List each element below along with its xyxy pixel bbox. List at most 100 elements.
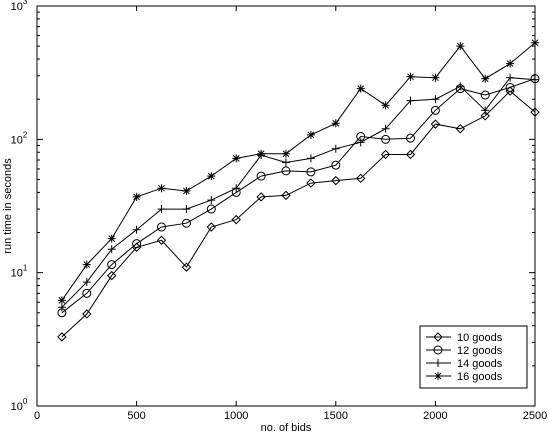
plus-marker bbox=[434, 359, 442, 367]
star-marker bbox=[406, 72, 415, 81]
plus-marker bbox=[456, 82, 465, 91]
star-marker bbox=[182, 186, 191, 195]
diamond-marker bbox=[455, 124, 466, 134]
star-marker bbox=[356, 84, 365, 93]
circle-marker bbox=[406, 133, 415, 143]
y-axis-label: run time in seconds bbox=[2, 158, 14, 254]
plus-marker bbox=[481, 106, 490, 115]
circle-marker bbox=[430, 105, 440, 115]
y-tick-base: 10 bbox=[11, 134, 23, 146]
series-markers bbox=[57, 73, 539, 312]
series-line bbox=[61, 78, 536, 314]
plus-marker bbox=[381, 124, 390, 133]
plus-marker bbox=[182, 205, 191, 214]
star-marker bbox=[456, 42, 465, 51]
star-marker-stroke bbox=[434, 372, 442, 380]
legend-label: 12 goods bbox=[457, 345, 503, 357]
diamond-marker bbox=[181, 262, 192, 272]
star-marker bbox=[257, 149, 266, 158]
series-markers bbox=[57, 86, 540, 342]
star-marker bbox=[82, 260, 91, 269]
star-marker-stroke bbox=[432, 74, 439, 82]
plus-marker bbox=[57, 303, 66, 312]
circle-marker bbox=[480, 90, 490, 100]
x-axis: 0 500 1000 1500 2000 2500 bbox=[34, 6, 547, 422]
star-marker bbox=[531, 38, 539, 47]
star-marker-stroke bbox=[407, 73, 414, 81]
series-line bbox=[61, 90, 536, 338]
star-marker-stroke bbox=[456, 42, 464, 50]
circle-marker bbox=[256, 171, 266, 181]
y-tick-base: 10 bbox=[11, 401, 23, 413]
star-marker bbox=[232, 154, 241, 163]
star-marker-stroke bbox=[332, 119, 340, 127]
diamond-marker bbox=[82, 309, 92, 319]
legend-label: 10 goods bbox=[457, 332, 503, 344]
plus-marker bbox=[506, 73, 515, 82]
diamond-marker bbox=[433, 332, 443, 342]
x-axis-label: no. of bids bbox=[261, 422, 312, 434]
star-marker-stroke bbox=[158, 184, 165, 192]
diamond-marker bbox=[57, 332, 67, 342]
star-marker-stroke bbox=[481, 75, 489, 83]
star-marker bbox=[431, 73, 440, 82]
plus-marker bbox=[132, 225, 141, 234]
y-tick-base: 10 bbox=[11, 1, 23, 13]
star-marker bbox=[506, 59, 515, 68]
star-marker bbox=[282, 149, 290, 158]
diamond-marker bbox=[331, 175, 341, 186]
plus-marker bbox=[331, 144, 340, 153]
star-marker bbox=[434, 372, 442, 380]
circle-marker bbox=[107, 260, 117, 270]
star-marker bbox=[331, 119, 340, 128]
series-layer bbox=[57, 38, 540, 342]
circle-marker bbox=[206, 204, 216, 214]
legend-label: 14 goods bbox=[457, 358, 503, 370]
x-tick-label: 2000 bbox=[423, 410, 447, 422]
plus-marker bbox=[306, 154, 315, 163]
legend-entry: 12 goods bbox=[426, 345, 503, 357]
x-tick-label: 500 bbox=[127, 410, 145, 422]
diamond-marker bbox=[306, 178, 316, 188]
circle-marker bbox=[157, 222, 166, 232]
x-tick-label: 2500 bbox=[523, 410, 547, 422]
star-marker bbox=[306, 130, 315, 139]
circle-marker bbox=[281, 166, 291, 176]
diamond-marker bbox=[430, 119, 441, 129]
star-marker-stroke bbox=[257, 150, 265, 158]
y-tick-exponent: 0 bbox=[23, 397, 28, 406]
star-marker-stroke bbox=[58, 296, 66, 304]
diamond-marker bbox=[206, 222, 217, 232]
diamond-marker bbox=[231, 214, 241, 225]
plus-marker bbox=[207, 196, 216, 205]
star-marker-stroke bbox=[108, 235, 116, 242]
circle-marker bbox=[505, 82, 515, 92]
circle-marker bbox=[181, 218, 191, 228]
diamond-marker bbox=[530, 107, 540, 117]
circle-marker bbox=[381, 134, 391, 144]
legend-entry: 16 goods bbox=[426, 371, 503, 383]
plus-marker bbox=[531, 75, 539, 84]
plus-marker bbox=[232, 184, 241, 193]
circle-marker bbox=[132, 239, 142, 249]
star-marker-stroke bbox=[207, 172, 215, 180]
diamond-marker bbox=[256, 192, 266, 202]
star-marker-stroke bbox=[133, 193, 140, 201]
series-line bbox=[61, 77, 536, 308]
x-tick-label: 1500 bbox=[324, 410, 348, 422]
plus-marker bbox=[82, 278, 91, 287]
plus-marker bbox=[406, 96, 415, 105]
x-tick-label: 0 bbox=[34, 410, 40, 422]
star-marker-stroke bbox=[506, 60, 514, 67]
star-marker bbox=[57, 296, 66, 305]
plus-marker bbox=[282, 158, 290, 167]
circle-marker bbox=[306, 167, 316, 177]
star-marker-stroke bbox=[232, 155, 240, 162]
diamond-marker bbox=[480, 111, 490, 121]
circle-marker bbox=[331, 160, 341, 170]
star-marker-stroke bbox=[183, 187, 190, 195]
legend-label: 16 goods bbox=[457, 371, 503, 383]
circle-marker bbox=[82, 288, 92, 298]
y-tick-exponent: 2 bbox=[23, 130, 28, 139]
